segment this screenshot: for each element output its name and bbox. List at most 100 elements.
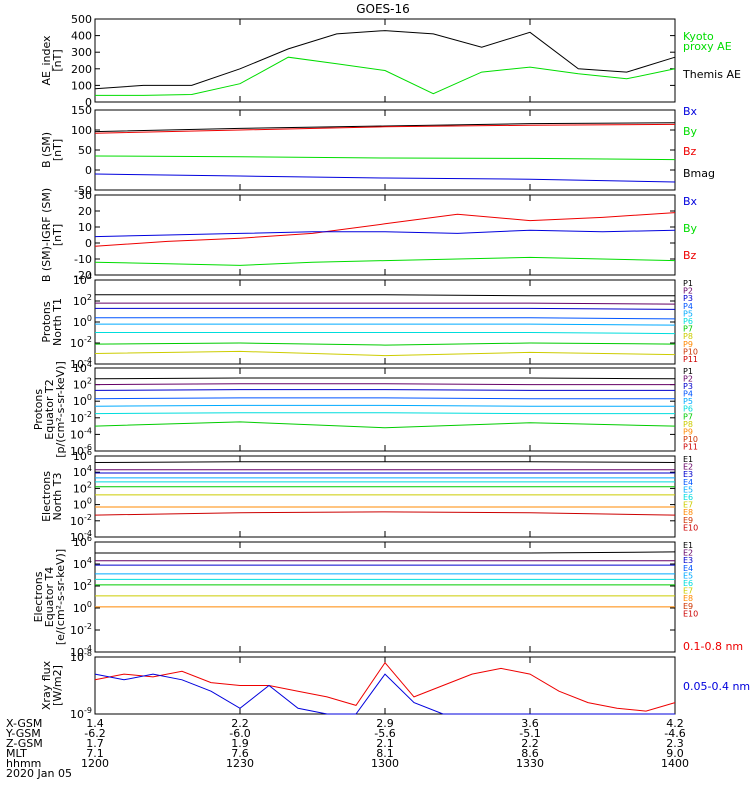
ephemeris-row-label: X-GSM — [6, 717, 42, 730]
y-tick-label-base: 10 — [73, 482, 87, 495]
y-tick-label: 104 — [73, 272, 92, 287]
y-tick-label: 10-2 — [70, 410, 92, 425]
y-tick-label-exponent: -4 — [84, 644, 92, 653]
y-axis-label-line: Protons — [32, 389, 45, 430]
series-line-bx — [94, 173, 676, 183]
y-tick-label: 0 — [85, 164, 92, 177]
legend-entry: E7 — [683, 501, 693, 510]
y-tick-label-base: 10 — [73, 395, 87, 408]
legend-entry: 0.05-0.4 nm — [683, 680, 750, 693]
series-line-p1 — [95, 294, 675, 297]
legend-entry: E9 — [683, 516, 693, 525]
ephemeris-value: -5.6 — [374, 727, 395, 740]
y-tick-label: 10-9 — [70, 706, 92, 721]
legend-entry: P7 — [683, 325, 693, 334]
y-tick-label-exponent: 0 — [87, 600, 92, 609]
ephemeris-value: 1.4 — [86, 717, 104, 730]
series-line-bz — [94, 212, 676, 247]
y-tick-label-base: 10 — [73, 316, 87, 329]
y-axis-label-line: B (SM) — [40, 132, 53, 168]
legend-entry: E6 — [683, 493, 693, 502]
y-tick-label: 10-4 — [70, 426, 92, 441]
ephemeris-value: 1200 — [81, 757, 109, 770]
legend-entry: Kyoto — [683, 30, 714, 43]
legend-entry: E6 — [683, 579, 693, 588]
y-axis-label-line: Equator T2 — [43, 379, 56, 439]
legend-entry: Bmag — [683, 167, 715, 180]
y-tick-label: -10 — [74, 253, 92, 266]
series-line-p2 — [95, 302, 676, 305]
legend-entry: 0.1-0.8 nm — [683, 640, 743, 653]
y-axis-label: B (SM)-IGRF (SM)[nT] — [40, 188, 64, 282]
ephemeris-value: 1330 — [516, 757, 544, 770]
time-axis-footer: X-GSM 1.4 2.2 2.9 3.6 4.2 Y-GSM -6.2 -6.0 -5.6 -5.… — [5, 717, 689, 780]
y-axis-label: B (SM)[nT] — [40, 132, 64, 168]
series-line-p6 — [94, 412, 675, 415]
y-tick-label-exponent: -4 — [84, 529, 92, 538]
legend-entry: By — [683, 222, 698, 235]
legend-entry: E5 — [683, 571, 693, 580]
legend-entry: E2 — [683, 549, 693, 558]
y-axis-label-line: Protons — [40, 301, 53, 342]
y-tick-label-base: 10 — [70, 337, 84, 350]
y-tick-label-base: 10 — [70, 708, 84, 721]
ephemeris-row-label: Y-GSM — [5, 727, 41, 740]
y-tick-label-base: 10 — [73, 466, 87, 479]
y-tick-label: 102 — [73, 480, 92, 495]
y-tick-label: 10-6 — [70, 443, 92, 458]
y-tick-label: 300 — [71, 46, 92, 59]
y-tick-label: 20 — [78, 205, 92, 218]
y-tick-label-exponent: 0 — [87, 314, 92, 323]
y-axis-label-line: North T3 — [51, 473, 64, 521]
y-tick-label: 400 — [71, 30, 92, 43]
legend-entry: P8 — [683, 420, 693, 429]
legend-entry: E5 — [683, 485, 693, 494]
y-axis-label: ProtonsEquator T2[p/(cm²-s-sr-keV)] — [32, 361, 67, 458]
y-axis-label-line: [nT] — [51, 49, 64, 71]
series-line-0-05-0-4-nm — [94, 673, 675, 715]
y-tick-label-base: 10 — [70, 515, 84, 528]
series-line-p3 — [95, 307, 676, 310]
y-tick-label: 200 — [71, 63, 92, 76]
y-axis-label: ElectronsEquator T4[e/(cm²-s-sr-keV)] — [32, 549, 67, 645]
ephemeris-value: -6.0 — [229, 727, 250, 740]
y-tick-label-base: 10 — [70, 358, 84, 371]
legend-entry: E8 — [683, 508, 693, 517]
y-tick-label-base: 10 — [70, 428, 84, 441]
panel-3: -20 -10 0 10 20 30 B (SM)-IGRF (SM)[nT] Bx By Bz — [40, 188, 698, 282]
y-axis-label-line: [p/(cm²-s-sr-keV)] — [54, 361, 67, 458]
y-tick-label-base: 10 — [70, 651, 84, 664]
y-axis-label-line: Electrons — [32, 571, 45, 622]
y-tick-label-exponent: 4 — [87, 556, 92, 565]
y-axis-label-line: B (SM)-IGRF (SM) — [40, 188, 53, 282]
legend-entry: E4 — [683, 564, 693, 573]
y-tick-label-base: 10 — [70, 531, 84, 544]
y-tick-label: 100 — [73, 314, 92, 329]
ephemeris-value: 2.9 — [376, 717, 394, 730]
y-tick-label-exponent: -6 — [84, 443, 92, 452]
y-tick-label-exponent: 4 — [87, 464, 92, 473]
y-tick-label-exponent: 2 — [87, 578, 92, 587]
y-tick-label: 150 — [71, 104, 92, 117]
y-tick-label: 100 — [73, 393, 92, 408]
y-axis-label-line: Electrons — [40, 471, 53, 522]
y-tick-label-exponent: -4 — [84, 426, 92, 435]
y-axis-label: Xray flux[W/m2] — [40, 660, 64, 710]
y-axis-label-line: [nT] — [51, 224, 64, 246]
y-tick-label: 106 — [73, 534, 92, 549]
ephemeris-value: 7.6 — [231, 747, 249, 760]
series-line-by — [94, 155, 676, 161]
series-line-p7 — [94, 421, 676, 429]
legend-entry: P6 — [683, 317, 693, 326]
legend-entry: P8 — [683, 332, 693, 341]
ephemeris-value: 9.0 — [666, 747, 684, 760]
y-tick-label-exponent: 2 — [87, 480, 92, 489]
y-tick-label-base: 10 — [73, 536, 87, 549]
y-tick-label: -50 — [74, 184, 92, 197]
